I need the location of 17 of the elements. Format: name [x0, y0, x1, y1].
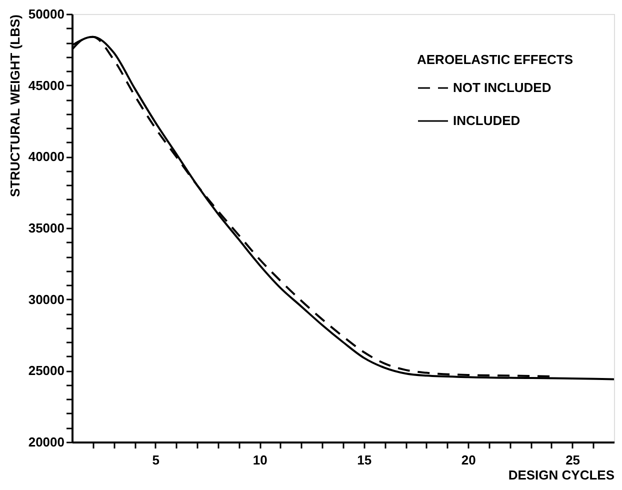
- y-tick-label: 30000: [28, 292, 64, 307]
- legend-label: INCLUDED: [453, 113, 520, 128]
- y-tick-label: 25000: [28, 363, 64, 378]
- x-tick-label: 10: [252, 452, 268, 468]
- x-tick-label: 5: [152, 452, 160, 468]
- x-axis-title: DESIGN CYCLES: [508, 468, 615, 482]
- y-tick-label: 50000: [28, 6, 64, 22]
- legend-label: NOT INCLUDED: [453, 80, 552, 95]
- y-tick-label: 20000: [28, 434, 64, 450]
- y-tick-label: 40000: [28, 149, 64, 164]
- y-tick-label: 45000: [28, 78, 64, 93]
- x-tick-label: 20: [461, 452, 476, 468]
- x-tick-label: 15: [357, 452, 372, 468]
- legend-title: AEROELASTIC EFFECTS: [417, 52, 574, 67]
- y-tick-label: 35000: [28, 220, 64, 236]
- y-axis-title: STRUCTURAL WEIGHT (LBS): [7, 14, 22, 197]
- x-tick-label: 25: [566, 452, 580, 468]
